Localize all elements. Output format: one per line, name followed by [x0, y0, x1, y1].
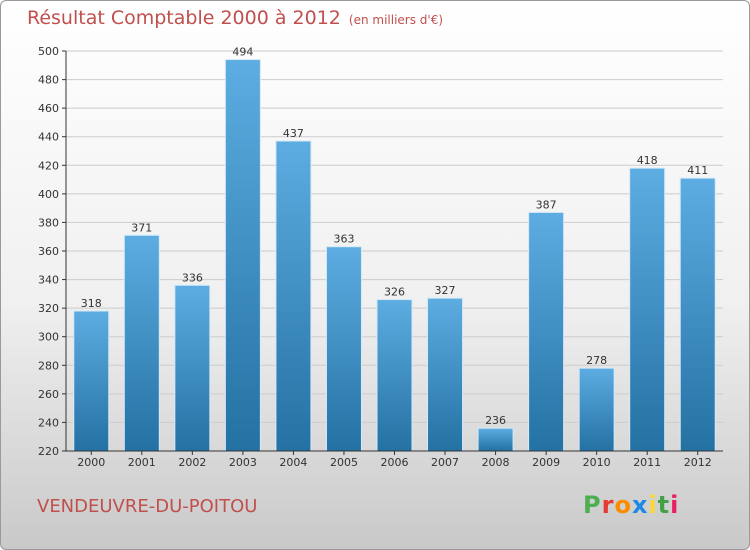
x-tick-label: 2006 — [381, 456, 409, 469]
chart-title: Résultat Comptable 2000 à 2012 (en millie… — [27, 7, 443, 29]
bar — [679, 177, 716, 452]
x-tick-label: 2005 — [330, 456, 358, 469]
logo-letter: i — [648, 491, 658, 519]
x-tick-label: 2009 — [532, 456, 560, 469]
logo-letter: o — [614, 491, 632, 519]
x-tick-label: 2011 — [633, 456, 661, 469]
logo-letter: x — [631, 491, 649, 519]
y-tick-label: 400 — [38, 188, 59, 201]
data-label: 278 — [586, 354, 607, 367]
logo-letter: r — [601, 491, 615, 519]
data-label: 326 — [384, 286, 405, 299]
data-label: 363 — [333, 233, 354, 246]
bar — [528, 211, 565, 452]
data-label: 437 — [283, 127, 304, 140]
y-tick-label: 260 — [38, 388, 59, 401]
y-tick-label: 340 — [38, 274, 59, 287]
proxiti-logo: Proxiti — [583, 491, 679, 519]
data-label: 418 — [637, 154, 658, 167]
title-unit: (en milliers d'€) — [348, 13, 444, 27]
title-main: Résultat Comptable 2000 à 2012 — [27, 7, 341, 29]
data-label: 387 — [536, 198, 557, 211]
data-label: 236 — [485, 414, 506, 427]
x-tick-label: 2012 — [684, 456, 712, 469]
y-tick-label: 440 — [38, 131, 59, 144]
bar — [376, 299, 413, 452]
bar — [578, 367, 615, 452]
x-tick-label: 2007 — [431, 456, 459, 469]
bar — [477, 427, 514, 452]
bar — [275, 140, 312, 452]
x-tick-label: 2001 — [128, 456, 156, 469]
x-tick-label: 2010 — [583, 456, 611, 469]
axes: 220 240 260 280 300 320 340 360 380 400 420 440 460 4… — [38, 45, 723, 469]
bar — [174, 284, 211, 452]
logo-letter: i — [670, 491, 680, 519]
x-tick-label: 2008 — [482, 456, 510, 469]
y-tick-label: 420 — [38, 159, 59, 172]
bar — [427, 297, 464, 452]
y-tick-label: 480 — [38, 74, 59, 87]
x-tick-label: 2002 — [178, 456, 206, 469]
logo-letter: P — [583, 491, 602, 519]
bar — [325, 246, 362, 452]
x-tick-label: 2004 — [279, 456, 307, 469]
y-tick-label: 300 — [38, 331, 59, 344]
y-tick-label: 380 — [38, 216, 59, 229]
y-tick-label: 240 — [38, 416, 59, 429]
logo-letter: t — [657, 491, 671, 519]
y-tick-label: 220 — [38, 445, 59, 458]
y-tick-label: 320 — [38, 302, 59, 315]
bar — [73, 310, 110, 452]
data-label: 494 — [232, 46, 253, 59]
bar — [123, 234, 160, 452]
bars: 318 371 336 494 437 363 326 327 236 387 278 418 411 — [73, 46, 716, 452]
data-label: 327 — [435, 284, 456, 297]
y-tick-label: 460 — [38, 102, 59, 115]
y-tick-label: 500 — [38, 45, 59, 58]
y-tick-label: 360 — [38, 245, 59, 258]
data-label: 318 — [81, 297, 102, 310]
data-label: 371 — [131, 221, 152, 234]
data-label: 411 — [687, 164, 708, 177]
bar — [224, 59, 261, 452]
bar — [629, 167, 666, 452]
x-tick-label: 2000 — [77, 456, 105, 469]
y-tick-label: 280 — [38, 359, 59, 372]
x-tick-label: 2003 — [229, 456, 257, 469]
place-name: VENDEUVRE-DU-POITOU — [37, 496, 258, 517]
data-label: 336 — [182, 271, 203, 284]
